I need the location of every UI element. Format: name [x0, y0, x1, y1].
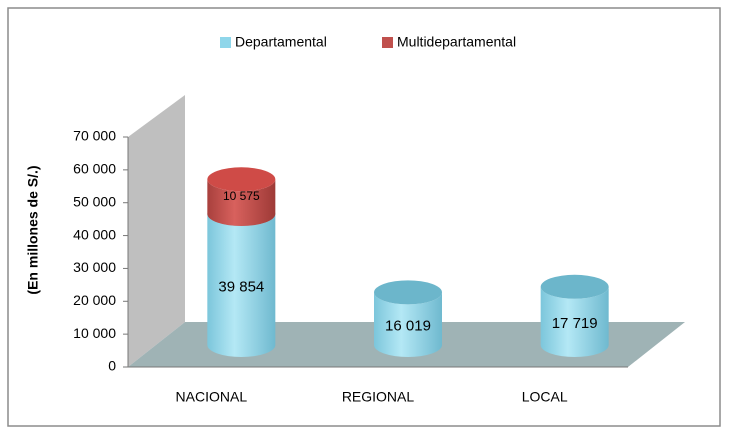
legend-label: Departamental: [235, 34, 327, 50]
wall: [128, 95, 185, 367]
bar-top: [207, 167, 276, 192]
bar-top: [540, 274, 609, 299]
x-tick-label: LOCAL: [522, 389, 568, 405]
y-tick-label: 40 000: [73, 226, 116, 242]
y-tick-label: 70 000: [73, 128, 116, 144]
data-label: 10 575: [223, 189, 260, 203]
y-tick-label: 30 000: [73, 259, 116, 275]
bar: [207, 179, 276, 227]
y-tick-label: 60 000: [73, 161, 116, 177]
y-axis-label: (En millones de S/.): [25, 165, 41, 294]
y-tick-label: 10 000: [73, 325, 116, 341]
y-tick-label: 20 000: [73, 292, 116, 308]
y-tick-label: 0: [108, 358, 116, 374]
legend-label: Multidepartamental: [397, 34, 516, 50]
bar: [540, 286, 609, 357]
data-label: 39 854: [218, 278, 264, 295]
legend-swatch: [382, 37, 393, 48]
x-tick-label: NACIONAL: [176, 389, 248, 405]
bar: [207, 214, 276, 357]
data-label: 17 719: [552, 315, 598, 332]
bar: [374, 292, 442, 357]
y-tick-label: 50 000: [73, 193, 116, 209]
bar-top: [374, 280, 442, 305]
legend-swatch: [220, 37, 231, 48]
x-tick-label: REGIONAL: [342, 389, 415, 405]
data-label: 16 019: [385, 318, 431, 335]
